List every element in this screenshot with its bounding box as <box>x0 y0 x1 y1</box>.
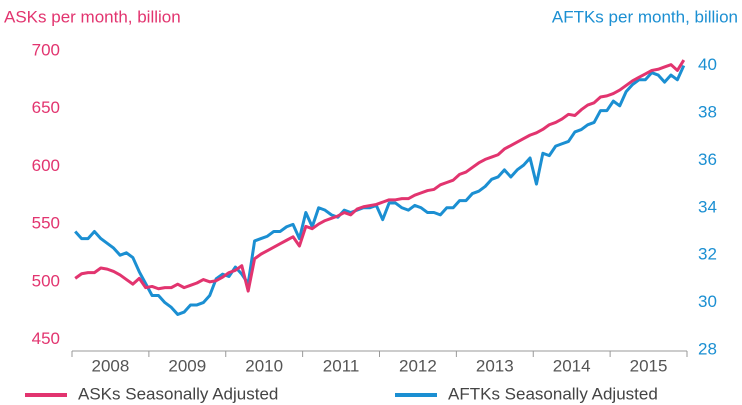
y2-tick-label: 30 <box>698 292 717 311</box>
y2-tick-label: 28 <box>698 339 717 358</box>
y2-tick-label: 36 <box>698 150 717 169</box>
x-tick-label: 2011 <box>323 356 360 375</box>
y-tick-label: 550 <box>32 214 60 233</box>
x-tick-label: 2014 <box>553 356 591 375</box>
y2-tick-label: 32 <box>698 245 717 264</box>
series-line <box>74 59 686 293</box>
left-axis-title: ASKs per month, billion <box>4 7 181 26</box>
series-line <box>74 64 686 316</box>
y2-tick-label: 40 <box>698 55 717 74</box>
y-tick-label: 600 <box>32 156 60 175</box>
y-tick-label: 700 <box>32 40 60 59</box>
y-tick-label: 450 <box>32 329 60 348</box>
legend-label: AFTKs Seasonally Adjusted <box>448 384 658 403</box>
x-tick-label: 2009 <box>168 356 206 375</box>
x-tick-label: 2012 <box>399 356 437 375</box>
x-tick-label: 2015 <box>630 356 668 375</box>
y-tick-label: 650 <box>32 98 60 117</box>
right-axis-title: AFTKs per month, billion <box>552 7 738 26</box>
x-tick-label: 2013 <box>476 356 514 375</box>
x-tick-label: 2010 <box>245 356 283 375</box>
y2-tick-label: 38 <box>698 102 717 121</box>
y2-tick-label: 34 <box>698 197 717 216</box>
legend-label: ASKs Seasonally Adjusted <box>78 384 278 403</box>
x-tick-label: 2008 <box>92 356 130 375</box>
y-tick-label: 500 <box>32 271 60 290</box>
